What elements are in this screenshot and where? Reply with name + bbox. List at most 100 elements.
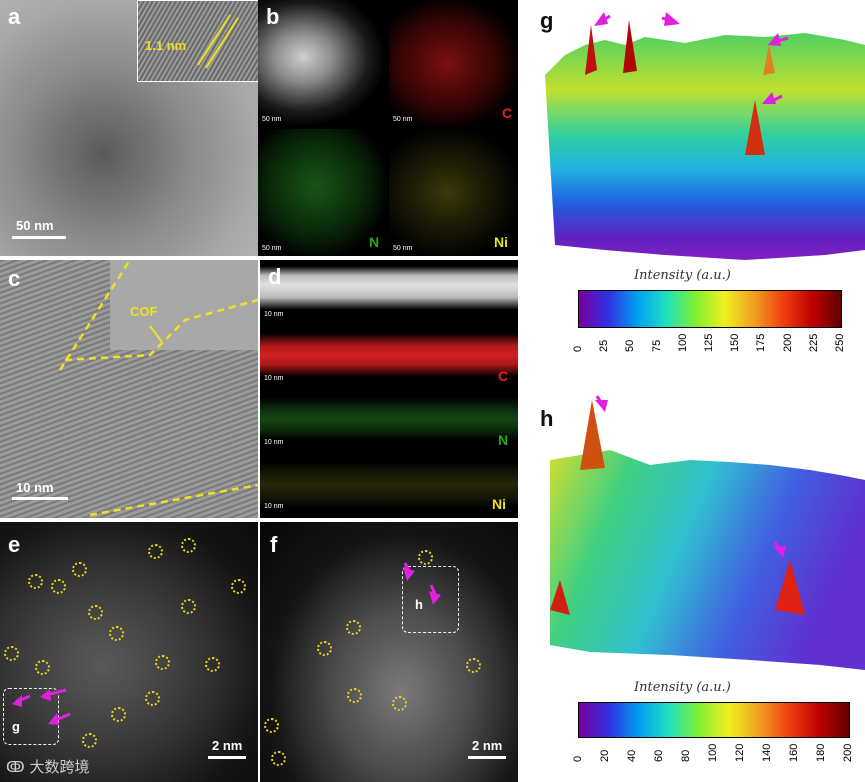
colorbar-tick-label: 175: [755, 333, 768, 352]
panel-c-label: c: [8, 266, 21, 291]
panel-f-label: f: [270, 532, 278, 557]
atom-marker: [205, 657, 220, 672]
panel-f-scale-text: 2 nm: [472, 738, 503, 753]
panel-e-label: e: [8, 532, 21, 557]
atom-marker: [35, 660, 50, 675]
b-element-c: C: [502, 105, 513, 121]
atom-marker: [418, 550, 433, 565]
panel-d-label: d: [268, 264, 282, 289]
colorbar-tick-label: 160: [788, 743, 800, 762]
panel-e: g e 2 nm ↂ 大数跨境: [0, 522, 258, 782]
panel-c-scale-bar: [12, 497, 68, 500]
colorbar-h-title: Intensity (a.u.): [634, 680, 731, 695]
g-arrows: [594, 12, 789, 104]
panel-d: 10 nm 10 nm 10 nm 10 nm C N Ni d: [260, 260, 518, 518]
watermark-logo-icon: ↂ: [6, 758, 30, 776]
colorbar-tick-label: 75: [650, 339, 663, 352]
panel-h: h Intensity (a.u.) 0 20 40 60 80 100 120 140 160…: [530, 390, 865, 782]
b-element-ni: Ni: [494, 234, 508, 250]
h-surface-plot: [550, 400, 865, 670]
atom-marker: [148, 544, 163, 559]
panel-c-scale-text: 10 nm: [16, 480, 54, 495]
colorbar-tick-label: 100: [676, 333, 689, 352]
panel-a: 1.1 nm a 50 nm: [0, 0, 258, 256]
atom-marker: [82, 733, 97, 748]
b-scale-3: 50 nm: [262, 245, 282, 252]
colorbar-tick-label: 140: [761, 743, 773, 762]
panel-h-label: h: [540, 406, 554, 431]
atom-marker: [231, 579, 246, 594]
zoom-box-h: [402, 566, 459, 633]
ni-arrows-e: [12, 688, 71, 725]
colorbar-tick-label: 0: [572, 755, 584, 762]
atom-marker: [346, 620, 361, 635]
zoom-box-h-label: h: [415, 597, 423, 612]
atom-marker: [111, 707, 126, 722]
atom-marker: [4, 646, 19, 661]
colorbar-tick-label: 20: [599, 749, 611, 762]
panel-g-label: g: [540, 8, 554, 33]
atom-marker: [88, 605, 103, 620]
b-scale-1: 50 nm: [262, 116, 282, 123]
b-scale-4: 50 nm: [393, 245, 413, 252]
b-element-n: N: [369, 234, 380, 250]
watermark-text: 大数跨境: [29, 758, 90, 776]
colorbar-tick-label: 225: [807, 333, 820, 352]
colorbar-tick-label: 120: [734, 743, 746, 762]
h-arrows: [595, 395, 786, 558]
panel-f-scale-bar: [468, 756, 506, 759]
lattice-lines: [197, 14, 239, 69]
b-tile-c: [389, 0, 518, 127]
atom-marker: [264, 718, 279, 733]
atom-marker: [51, 579, 66, 594]
d-element-ni: Ni: [492, 496, 506, 512]
g-surface-plot: [545, 20, 865, 260]
colorbar-g-title: Intensity (a.u.): [634, 268, 731, 283]
panel-g: g Intensity (a.u.) 0 25 50 75 100 125 150 175 20…: [530, 0, 865, 380]
inset-lattice: [137, 0, 258, 82]
colorbar-g: [578, 290, 842, 328]
colorbar-tick-label: 200: [781, 333, 794, 352]
d-element-n: N: [498, 432, 509, 448]
atom-marker: [145, 691, 160, 706]
d-strip-n: [260, 388, 518, 450]
inset-spacing-label: 1.1 nm: [145, 38, 187, 53]
ni-arrows-f: [403, 562, 441, 605]
b-tile-n: [258, 129, 387, 256]
d-element-c: C: [498, 368, 509, 384]
d-strip-c: [260, 324, 518, 386]
colorbar-tick-label: 200: [842, 743, 854, 762]
panel-b: 50 nm 50 nm 50 nm 50 nm C N Ni b: [258, 0, 518, 256]
colorbar-tick-label: 150: [729, 333, 742, 352]
colorbar-tick-label: 250: [834, 333, 846, 352]
zoom-box-g: [3, 688, 59, 745]
c-cof-label: COF: [130, 304, 158, 319]
panel-b-label: b: [266, 4, 280, 29]
atom-marker: [271, 751, 286, 766]
panel-a-scale-text: 50 nm: [16, 218, 54, 233]
c-background-region: [110, 260, 258, 350]
b-tile-ni: [389, 129, 518, 256]
colorbar-tick-label: 60: [653, 749, 665, 762]
colorbar-h: [578, 702, 850, 738]
colorbar-tick-label: 100: [707, 743, 719, 762]
colorbar-tick-label: 50: [624, 339, 637, 352]
colorbar-tick-label: 40: [626, 749, 638, 762]
b-scale-2: 50 nm: [393, 116, 413, 123]
atom-marker: [466, 658, 481, 673]
d-strip-ni: [260, 452, 518, 518]
panel-c: COF c 10 nm: [0, 260, 258, 518]
atom-marker: [392, 696, 407, 711]
panel-a-scale-bar: [12, 236, 66, 239]
b-tile-haadf: [258, 0, 387, 127]
atom-marker: [109, 626, 124, 641]
colorbar-tick-label: 125: [703, 333, 715, 352]
colorbar-tick-label: 25: [598, 339, 611, 352]
cof-boundary: [58, 260, 258, 517]
d-scale-4: 10 nm: [264, 503, 284, 510]
atom-marker: [317, 641, 332, 656]
panel-e-scale-text: 2 nm: [212, 738, 243, 753]
atom-marker: [347, 688, 362, 703]
atom-marker: [72, 562, 87, 577]
d-scale-2: 10 nm: [264, 375, 284, 382]
